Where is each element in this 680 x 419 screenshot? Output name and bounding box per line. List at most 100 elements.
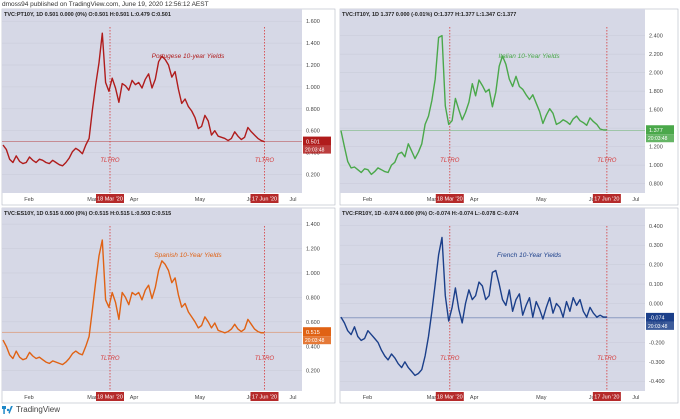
y-tick-label: 1.000 (649, 163, 663, 169)
series-line (340, 236, 607, 377)
y-tick-label: 0.800 (649, 182, 663, 188)
last-time-box (646, 321, 674, 330)
event-label: TLTRO (597, 356, 617, 362)
ticker-label: TVC:ES10Y, 1D 0.515 0.000 (0%) O:0.515 H… (4, 211, 171, 217)
last-value-text: 0.515 (306, 330, 320, 336)
y-tick-label: 0.600 (306, 129, 320, 135)
x-tick-label: Mar (427, 197, 437, 203)
last-value-text: -0.074 (649, 316, 665, 322)
plot-area (2, 9, 302, 193)
y-tick-label: 1.800 (649, 89, 663, 95)
last-value-box (303, 136, 331, 146)
y-tick-label: 1.400 (306, 41, 320, 47)
last-value-box (646, 125, 674, 135)
y-tick-label: 0.200 (649, 263, 663, 269)
y-tick-label: -0.300 (649, 360, 665, 366)
event-date-box (96, 392, 124, 401)
chart-panel-4: 0.4000.3000.2000.1000.000-0.100-0.200-0.… (339, 207, 679, 404)
x-tick-label: May (195, 197, 206, 203)
event-date-box (435, 194, 464, 203)
event-date-label: 18 Mar '20 (437, 197, 463, 203)
event-label: TLTRO (100, 158, 120, 164)
event-label: TLTRO (597, 158, 617, 164)
last-time-box (303, 145, 331, 154)
y-tick-label: 0.000 (649, 302, 663, 308)
event-date-box (250, 194, 279, 203)
event-label: TLTRO (440, 158, 460, 164)
plot-area (2, 208, 302, 391)
ticker-label: TVC:FR10Y, 1D -0.074 0.000 (0%) O:-0.074… (342, 211, 519, 217)
y-tick-label: 1.600 (306, 19, 320, 25)
event-date-label: 18 Mar '20 (437, 395, 463, 401)
x-tick-label: May (195, 395, 206, 401)
event-date-box (96, 194, 124, 203)
series-line (2, 32, 265, 167)
y-tick-label: 2.200 (649, 52, 663, 58)
plot-area (340, 208, 645, 391)
x-tick-label: Mar (87, 395, 97, 401)
event-label: TLTRO (100, 356, 120, 362)
y-tick-label: 2.000 (649, 71, 663, 77)
x-tick-label: Apr (470, 197, 479, 203)
x-tick-label: Jul (289, 197, 296, 203)
y-tick-label: 0.600 (306, 320, 320, 326)
y-tick-label: 0.800 (306, 295, 320, 301)
x-tick-label: Feb (363, 197, 372, 203)
last-value-box (646, 312, 674, 322)
y-tick-label: 1.400 (306, 222, 320, 228)
last-time-text: 20:03:48 (305, 148, 325, 154)
y-tick-label: 1.600 (649, 108, 663, 114)
y-tick-label: 0.400 (649, 224, 663, 230)
event-date-label: 17 Jun '20 (252, 197, 277, 203)
x-tick-label: Jul (289, 395, 296, 401)
y-tick-label: 0.200 (306, 173, 320, 179)
y-tick-label: 0.800 (306, 107, 320, 113)
series-line (2, 239, 265, 366)
chart-panel-3: 1.400 1.200 1.000 0.800 0.600 0.400 0.200 Feb Ma… (1, 207, 336, 404)
x-tick-label: Feb (363, 395, 372, 401)
event-date-box (250, 392, 279, 401)
last-value-text: 0.501 (306, 139, 320, 145)
event-date-label: 18 Mar '20 (97, 197, 123, 203)
event-date-box (435, 392, 464, 401)
event-date-label: 17 Jun '20 (252, 395, 277, 401)
event-label: TLTRO (255, 158, 275, 164)
y-tick-label: 1.200 (306, 247, 320, 253)
y-tick-label: 2.400 (649, 34, 663, 40)
chart-title: French 10-Year Yields (497, 252, 562, 259)
y-tick-label: 0.300 (649, 243, 663, 249)
ticker-label: TVC:IT10Y, 1D 1.377 0.000 (-0.01%) O:1.3… (342, 12, 516, 18)
event-date-label: 17 Jun '20 (594, 395, 619, 401)
tradingview-logo-icon (2, 405, 13, 414)
x-tick-label: Apr (130, 197, 139, 203)
chart-title: Portugese 10-year Yields (152, 53, 226, 60)
event-date-label: 18 Mar '20 (97, 395, 123, 401)
chart-title: Spanish 10-Year Yields (154, 252, 222, 259)
footer[interactable]: TradingView (2, 405, 60, 414)
x-tick-label: May (536, 197, 547, 203)
y-tick-label: 1.200 (306, 63, 320, 69)
event-date-label: 17 Jun '20 (594, 197, 619, 203)
footer-brand: TradingView (16, 405, 61, 414)
chart-panel-1: 1.600 1.400 1.200 1.000 0.800 0.600 0.400 0.200… (1, 8, 336, 206)
last-value-text: 1.377 (649, 128, 663, 134)
y-tick-label: 0.400 (306, 151, 320, 157)
x-tick-label: Feb (24, 395, 33, 401)
x-tick-label: Feb (24, 197, 33, 203)
x-tick-label: Apr (470, 395, 479, 401)
y-tick-label: 1.200 (649, 145, 663, 151)
x-tick-label: Jul (632, 197, 639, 203)
x-tick-label: Jul (632, 395, 639, 401)
x-tick-label: Apr (130, 395, 139, 401)
y-tick-label: 0.100 (649, 282, 663, 288)
publisher-header: dmoss94 published on TradingView.com, Ju… (2, 1, 209, 8)
last-time-text: 20:03:48 (305, 338, 325, 344)
y-tick-label: 1.000 (306, 271, 320, 277)
x-tick-label: May (536, 395, 547, 401)
last-value-box (303, 327, 331, 337)
y-tick-label: 0.200 (306, 369, 320, 375)
y-tick-label: -0.200 (649, 340, 665, 346)
last-time-box (646, 134, 674, 143)
series-line (340, 34, 607, 176)
